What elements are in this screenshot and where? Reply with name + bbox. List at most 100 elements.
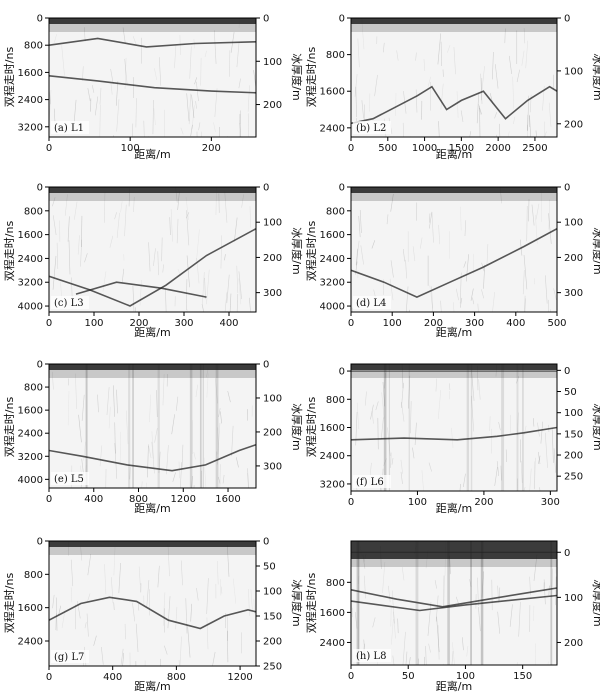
surface-band [49,541,256,547]
y2-tick-label: 100 [564,218,583,229]
x-tick-label: 1500 [449,143,474,154]
y-tick-label: 4000 [18,302,43,313]
y2-axis-title: 冰厚度/m [290,579,304,626]
y-tick-label: 1600 [18,230,43,241]
panel-label: (a) L1 [54,123,84,134]
x-tick-label: 1600 [215,494,240,505]
y-tick-label: 3200 [18,122,43,133]
y2-tick-label: 50 [263,562,276,573]
y-tick-label: 3200 [18,278,43,289]
y2-axis-title: 冰厚度/m [591,403,600,450]
y-tick-label: 800 [24,206,43,217]
radar-texture [351,364,557,491]
reflector-bed [351,587,557,608]
y2-tick-label: 200 [564,253,583,264]
x-axis-title: 距离/m [436,325,472,339]
surface-band [49,364,256,370]
y-axis-title: 双程走时/ns [3,573,16,634]
plot-background [49,364,256,488]
y-tick-label: 2400 [320,254,345,265]
y2-tick-label: 100 [564,66,583,77]
y-tick-label: 0 [339,14,345,25]
y2-tick-label: 200 [564,638,583,649]
y2-tick-label: 0 [564,548,570,559]
y2-tick-label: 100 [564,593,583,604]
surface-band [351,541,557,559]
panel-4: 0 100 200 300 400 500080016002400320040000100… [305,183,600,340]
y2-tick-label: 0 [564,366,570,377]
x-tick-label: 400 [219,318,238,329]
x-axis-title: 距离/m [436,679,472,693]
y2-tick-label: 0 [263,537,269,548]
y-tick-label: 1600 [18,603,43,614]
x-tick-label: 0 [348,143,354,154]
panel-6: 0 100 200 300080016002400320005010015020025… [305,363,600,515]
radar-texture [351,18,557,137]
plot-frame [48,17,257,138]
y2-tick-label: 300 [263,288,282,299]
y2-tick-label: 100 [564,408,583,419]
plot-frame [48,186,257,313]
y2-tick-label: 0 [263,183,269,194]
y2-tick-label: 0 [564,183,570,194]
reflector-bed [351,426,557,441]
y2-axis-title: 冰厚度/m [290,227,304,274]
x-tick-label: 200 [424,318,443,329]
y2-tick-label: 300 [564,288,583,299]
x-tick-label: 0 [348,497,354,508]
x-axis-title: 距离/m [134,325,170,339]
y-tick-label: 1600 [320,423,345,434]
y-tick-label: 1600 [18,406,43,417]
reflector-bed [351,85,557,125]
x-tick-label: 2500 [522,143,547,154]
y-tick-label: 800 [326,50,345,61]
x-tick-label: 0 [348,671,354,682]
y-tick-label: 4000 [18,475,43,486]
y2-tick-label: 100 [263,587,282,598]
plot-frame [350,186,558,313]
x-tick-label: 100 [383,318,402,329]
y2-tick-label: 250 [564,472,583,483]
x-tick-label: 200 [129,318,148,329]
y-axis-title: 双程走时/ns [3,397,16,458]
x-tick-label: 0 [348,318,354,329]
y2-tick-label: 150 [263,612,282,623]
x-axis-title: 距离/m [134,679,170,693]
x-tick-label: 2000 [485,143,510,154]
y2-tick-label: 0 [263,14,269,25]
panel-7: 0 400 800 1200 0 800 1600 2400 0 50 100 150 200 250 (g… [3,537,304,694]
y-tick-label: 1600 [320,230,345,241]
y-tick-label: 800 [24,570,43,581]
y-axis-title: 双程走时/ns [305,397,318,458]
x-tick-label: 300 [541,497,560,508]
plot-frame [48,363,257,489]
y-axis-title: 双程走时/ns [305,221,318,282]
x-tick-label: 800 [167,672,186,683]
y-tick-label: 2400 [320,123,345,134]
x-tick-label: 100 [84,318,103,329]
y2-axis-title: 冰厚度/m [290,403,304,450]
panel-5: 0 400 800 1200 16000800160024003200400001002… [3,360,304,516]
y-tick-label: 1600 [320,608,345,619]
y2-tick-label: 0 [263,360,269,371]
reflector-bed-2 [75,281,207,298]
plot-background [351,187,557,312]
x-axis-title: 距离/m [134,501,170,515]
y-tick-label: 800 [24,41,43,52]
y2-tick-label: 200 [564,119,583,130]
panel-label: (c) L3 [54,298,84,309]
x-axis-title: 距离/m [436,147,472,161]
x-tick-label: 150 [513,671,532,682]
panel-2: 0 500 1000 1500 2000 25000800160024000100200(… [305,14,600,162]
y-axis-title: 双程走时/ns [305,47,318,108]
y-tick-label: 2400 [18,95,43,106]
x-tick-label: 400 [103,672,122,683]
y-tick-label: 2400 [18,637,43,648]
y2-tick-label: 200 [263,100,282,111]
reflector-bed [49,227,256,307]
plot-background [351,18,557,137]
x-tick-label: 100 [456,671,475,682]
surface-band [49,18,256,24]
plot-background [49,18,256,137]
